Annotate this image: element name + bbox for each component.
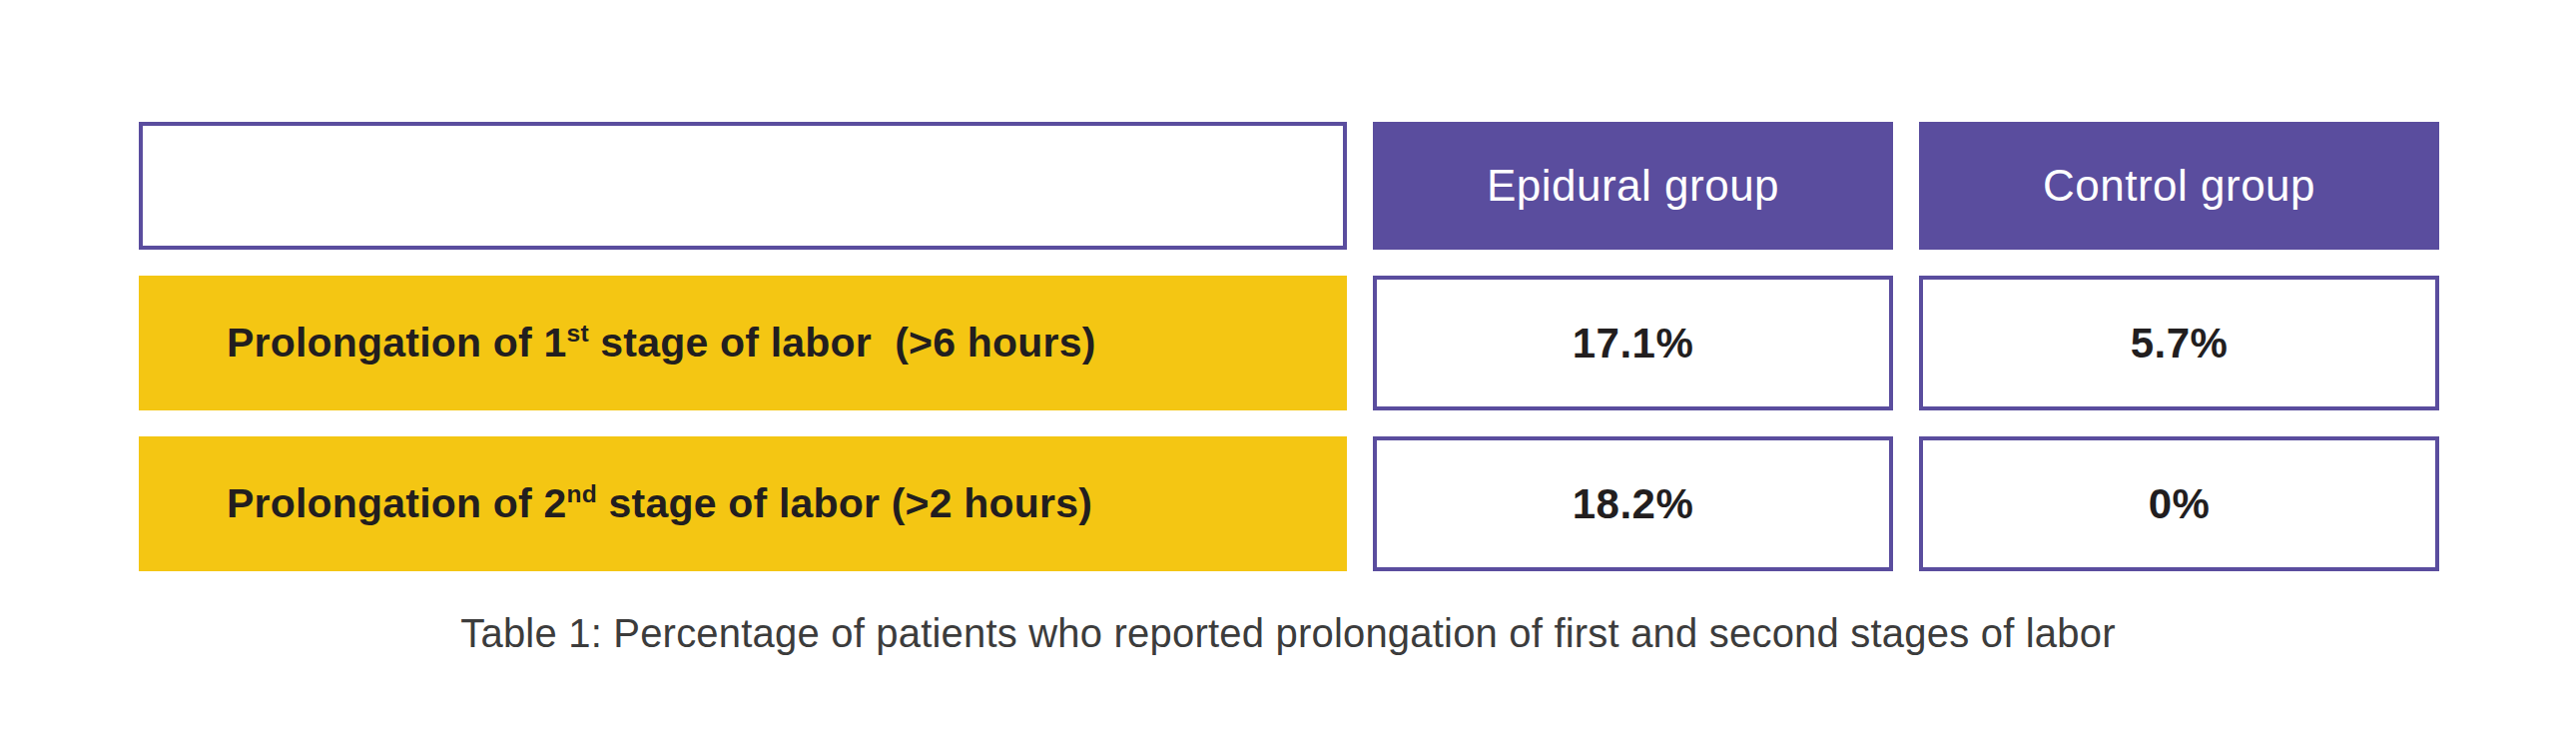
figure-canvas: Epidural group Control group Prolongatio… xyxy=(0,0,2576,737)
value-cell-control-first-stage: 5.7% xyxy=(1919,276,2439,410)
row-label-first-stage: Prolongation of 1st stage of labor (>6 h… xyxy=(139,276,1347,410)
value-cell-epidural-second-stage: 18.2% xyxy=(1373,436,1893,571)
value-epidural-first-stage: 17.1% xyxy=(1573,320,1694,368)
column-header-epidural-group: Epidural group xyxy=(1373,122,1893,250)
value-cell-control-second-stage: 0% xyxy=(1919,436,2439,571)
column-header-epidural-label: Epidural group xyxy=(1487,161,1779,211)
ordinal-superscript: st xyxy=(567,320,589,347)
corner-header-cell xyxy=(139,122,1347,250)
value-epidural-second-stage: 18.2% xyxy=(1573,480,1694,528)
table-caption: Table 1: Percentage of patients who repo… xyxy=(0,611,2576,656)
results-table: Epidural group Control group Prolongatio… xyxy=(139,122,2439,571)
column-header-control-group: Control group xyxy=(1919,122,2439,250)
value-control-second-stage: 0% xyxy=(2149,480,2211,528)
value-cell-epidural-first-stage: 17.1% xyxy=(1373,276,1893,410)
row-label-second-stage: Prolongation of 2nd stage of labor (>2 h… xyxy=(139,436,1347,571)
column-header-control-label: Control group xyxy=(2043,161,2315,211)
row-label-second-stage-text: Prolongation of 2nd stage of labor (>2 h… xyxy=(227,480,1092,527)
row-label-first-stage-text: Prolongation of 1st stage of labor (>6 h… xyxy=(227,320,1096,367)
ordinal-superscript: nd xyxy=(567,480,597,507)
value-control-first-stage: 5.7% xyxy=(2131,320,2229,368)
